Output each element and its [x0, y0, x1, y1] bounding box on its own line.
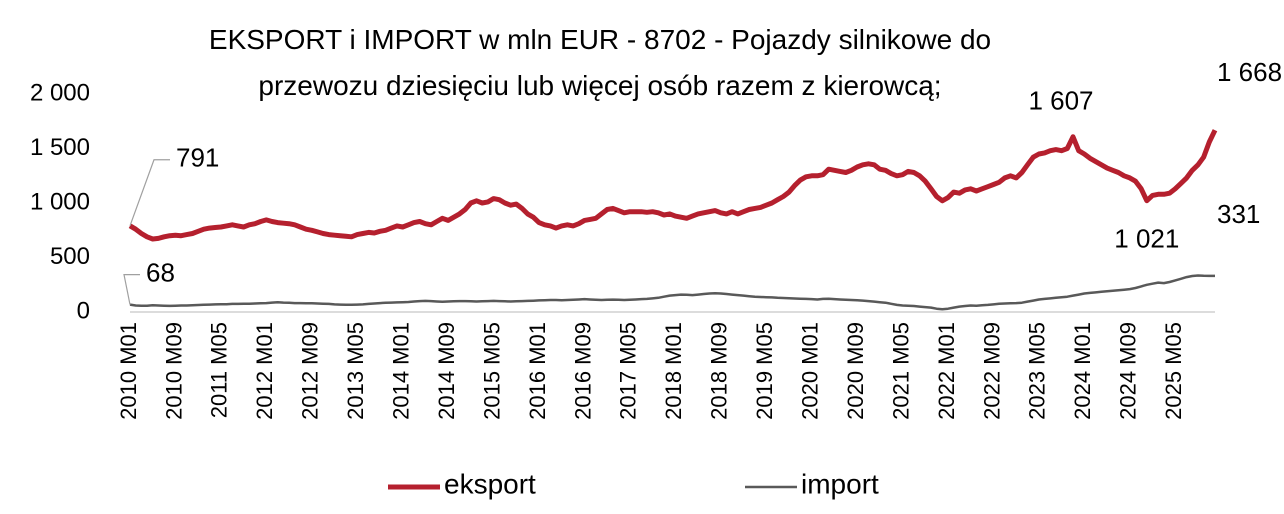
- x-tick-label: 2016 M01: [525, 322, 550, 420]
- x-tick-label: 2024 M09: [1116, 322, 1141, 420]
- label-leader: [129, 159, 170, 226]
- x-tick-label: 2013 M05: [343, 322, 368, 420]
- x-tick-label: 2010 M01: [116, 322, 141, 420]
- data-label: 1 668: [1217, 57, 1282, 87]
- data-label: 68: [146, 257, 175, 287]
- x-tick-label: 2011 M05: [207, 322, 232, 418]
- data-label: 1 607: [1028, 86, 1093, 116]
- x-tick-label: 2025 M05: [1161, 322, 1186, 420]
- x-tick-label: 2021 M05: [888, 322, 913, 420]
- x-tick-label: 2022 M01: [934, 322, 959, 420]
- y-tick-label: 1 000: [30, 188, 90, 215]
- y-tick-label: 1 500: [30, 134, 90, 161]
- legend-label: eksport: [444, 468, 536, 499]
- y-tick-label: 0: [77, 297, 90, 324]
- y-tick-label: 500: [50, 243, 90, 270]
- x-tick-label: 2012 M09: [298, 322, 323, 420]
- series-line: [128, 129, 1218, 242]
- x-tick-label: 2016 M09: [570, 322, 595, 420]
- x-tick-label: 2023 M05: [1025, 322, 1050, 420]
- label-leader: [123, 273, 140, 305]
- x-tick-label: 2010 M09: [161, 322, 186, 420]
- x-tick-label: 2020 M01: [797, 322, 822, 420]
- data-label: 791: [176, 143, 219, 173]
- x-tick-label: 2024 M01: [1070, 322, 1095, 420]
- x-tick-label: 2018 M09: [707, 322, 732, 420]
- data-label: 1 021: [1114, 224, 1179, 254]
- y-tick-label: 2 000: [30, 79, 90, 106]
- data-label: 331: [1217, 199, 1260, 229]
- title-line: EKSPORT i IMPORT w mln EUR - 8702 - Poja…: [209, 24, 991, 55]
- title-line: przewozu dziesięciu lub więcej osób raze…: [258, 70, 941, 101]
- x-tick-label: 2020 M09: [843, 322, 868, 420]
- x-tick-label: 2018 M01: [661, 322, 686, 420]
- legend-label: import: [801, 468, 879, 499]
- series-line: [129, 274, 1215, 311]
- x-tick-label: 2017 M05: [616, 322, 641, 420]
- x-tick-label: 2014 M09: [434, 322, 459, 420]
- x-tick-label: 2014 M01: [388, 322, 413, 420]
- x-tick-label: 2019 M05: [752, 322, 777, 420]
- x-tick-label: 2015 M05: [479, 322, 504, 420]
- chart-title: EKSPORT i IMPORT w mln EUR - 8702 - Poja…: [209, 24, 991, 101]
- x-tick-label: 2012 M01: [252, 322, 277, 420]
- x-tick-label: 2022 M09: [979, 322, 1004, 420]
